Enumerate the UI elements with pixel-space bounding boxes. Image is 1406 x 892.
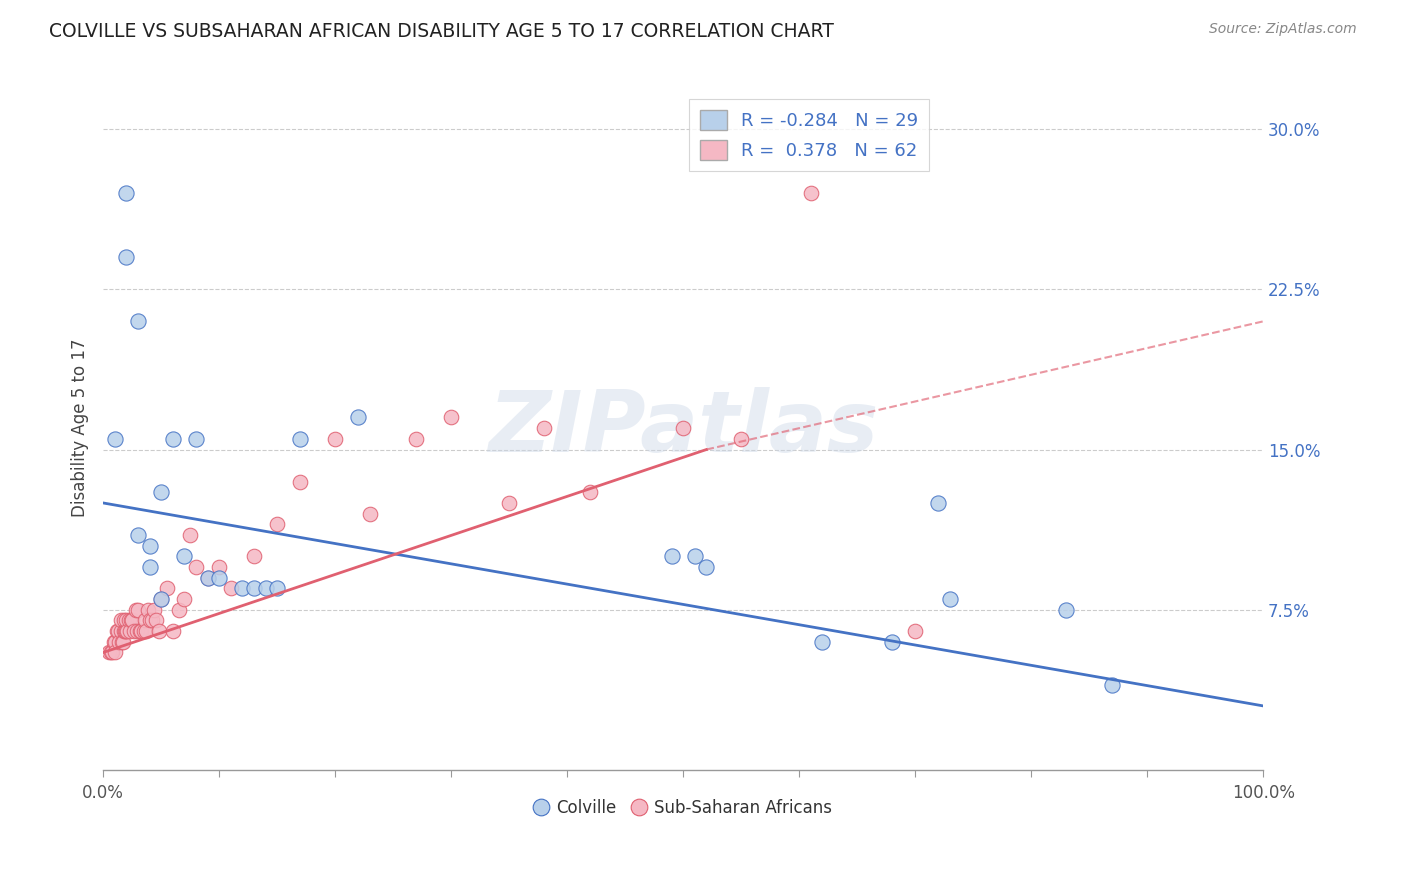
Point	[134, 614, 156, 628]
Point	[208, 560, 231, 574]
Point	[359, 507, 381, 521]
Point	[104, 432, 127, 446]
Point	[498, 496, 520, 510]
Point	[811, 635, 834, 649]
Point	[115, 614, 138, 628]
Point	[112, 614, 135, 628]
Point	[243, 582, 266, 596]
Point	[127, 603, 149, 617]
Point	[243, 549, 266, 564]
Point	[121, 614, 143, 628]
Point	[208, 571, 231, 585]
Point	[132, 624, 155, 639]
Point	[118, 614, 141, 628]
Point	[347, 410, 370, 425]
Point	[100, 645, 122, 659]
Point	[880, 635, 903, 649]
Point	[101, 645, 124, 659]
Point	[97, 645, 120, 659]
Y-axis label: Disability Age 5 to 17: Disability Age 5 to 17	[72, 339, 89, 517]
Point	[904, 624, 927, 639]
Point	[156, 582, 179, 596]
Point	[110, 624, 132, 639]
Point	[231, 582, 253, 596]
Point	[184, 560, 207, 574]
Legend: Colville, Sub-Saharan Africans: Colville, Sub-Saharan Africans	[527, 792, 839, 823]
Point	[138, 614, 160, 628]
Point	[173, 549, 195, 564]
Point	[148, 624, 170, 639]
Point	[290, 432, 312, 446]
Point	[124, 624, 146, 639]
Point	[111, 635, 134, 649]
Point	[118, 624, 141, 639]
Point	[197, 571, 219, 585]
Point	[127, 528, 149, 542]
Point	[131, 624, 153, 639]
Point	[266, 582, 288, 596]
Point	[143, 603, 166, 617]
Point	[162, 432, 184, 446]
Point	[672, 421, 695, 435]
Point	[127, 314, 149, 328]
Text: Source: ZipAtlas.com: Source: ZipAtlas.com	[1209, 22, 1357, 37]
Point	[138, 603, 160, 617]
Point	[800, 186, 823, 201]
Point	[117, 624, 139, 639]
Point	[115, 250, 138, 264]
Point	[111, 635, 134, 649]
Point	[939, 592, 962, 607]
Point	[219, 582, 242, 596]
Point	[323, 432, 346, 446]
Point	[103, 635, 125, 649]
Point	[150, 592, 173, 607]
Text: COLVILLE VS SUBSAHARAN AFRICAN DISABILITY AGE 5 TO 17 CORRELATION CHART: COLVILLE VS SUBSAHARAN AFRICAN DISABILIT…	[49, 22, 834, 41]
Point	[1054, 603, 1077, 617]
Point	[107, 624, 129, 639]
Point	[110, 614, 132, 628]
Point	[108, 635, 131, 649]
Point	[266, 517, 288, 532]
Point	[129, 624, 152, 639]
Point	[141, 614, 163, 628]
Point	[138, 560, 160, 574]
Point	[927, 496, 949, 510]
Point	[1101, 677, 1123, 691]
Point	[184, 432, 207, 446]
Point	[695, 560, 717, 574]
Point	[167, 603, 190, 617]
Point	[112, 624, 135, 639]
Point	[115, 186, 138, 201]
Point	[125, 624, 148, 639]
Point	[661, 549, 683, 564]
Point	[138, 539, 160, 553]
Point	[405, 432, 427, 446]
Point	[150, 485, 173, 500]
Point	[197, 571, 219, 585]
Point	[730, 432, 752, 446]
Point	[135, 624, 157, 639]
Point	[150, 592, 173, 607]
Point	[115, 624, 138, 639]
Point	[104, 635, 127, 649]
Point	[533, 421, 555, 435]
Point	[683, 549, 706, 564]
Point	[440, 410, 463, 425]
Point	[179, 528, 201, 542]
Point	[145, 614, 167, 628]
Text: ZIPatlas: ZIPatlas	[488, 386, 879, 470]
Point	[105, 624, 128, 639]
Point	[173, 592, 195, 607]
Point	[162, 624, 184, 639]
Point	[579, 485, 602, 500]
Point	[120, 614, 142, 628]
Point	[254, 582, 277, 596]
Point	[104, 645, 127, 659]
Point	[114, 624, 136, 639]
Point	[124, 603, 146, 617]
Point	[290, 475, 312, 489]
